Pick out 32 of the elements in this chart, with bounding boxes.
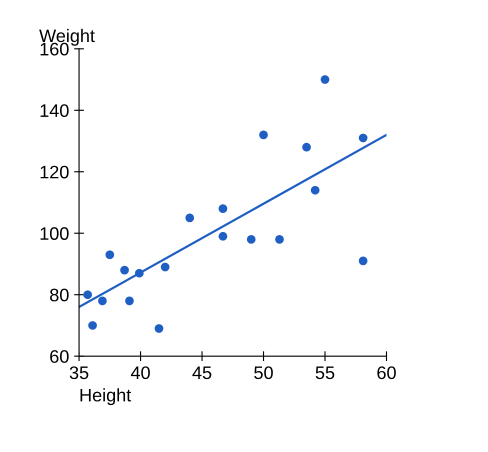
y-tick-label: 80	[50, 288, 69, 302]
point	[218, 232, 228, 241]
x-tick-label: 45	[192, 366, 212, 380]
point	[275, 235, 284, 244]
point	[125, 296, 134, 306]
x-tick-label: 60	[377, 366, 396, 380]
y-tick-label: 140	[40, 104, 69, 118]
point	[134, 268, 144, 278]
point	[246, 235, 256, 244]
x-tick-label: 35	[70, 366, 88, 380]
x-tick-label: 40	[130, 366, 150, 380]
point	[302, 142, 311, 152]
point	[218, 204, 228, 214]
point	[259, 130, 268, 140]
y-tick-label: 120	[40, 166, 69, 178]
point	[105, 250, 114, 260]
point	[160, 262, 170, 272]
point	[120, 266, 129, 274]
point	[310, 186, 320, 195]
point	[185, 213, 194, 222]
point	[83, 290, 92, 300]
point	[358, 134, 368, 142]
y-tick-label: 60	[50, 350, 69, 363]
point	[88, 321, 97, 330]
point	[154, 324, 164, 333]
x-tick-label: 50	[254, 366, 273, 380]
y-tick-label: 100	[40, 227, 69, 240]
point	[320, 75, 330, 84]
x-axis-title: Height	[80, 388, 132, 406]
point	[358, 256, 368, 266]
point	[98, 296, 107, 306]
x-tick-label: 55	[316, 366, 334, 380]
